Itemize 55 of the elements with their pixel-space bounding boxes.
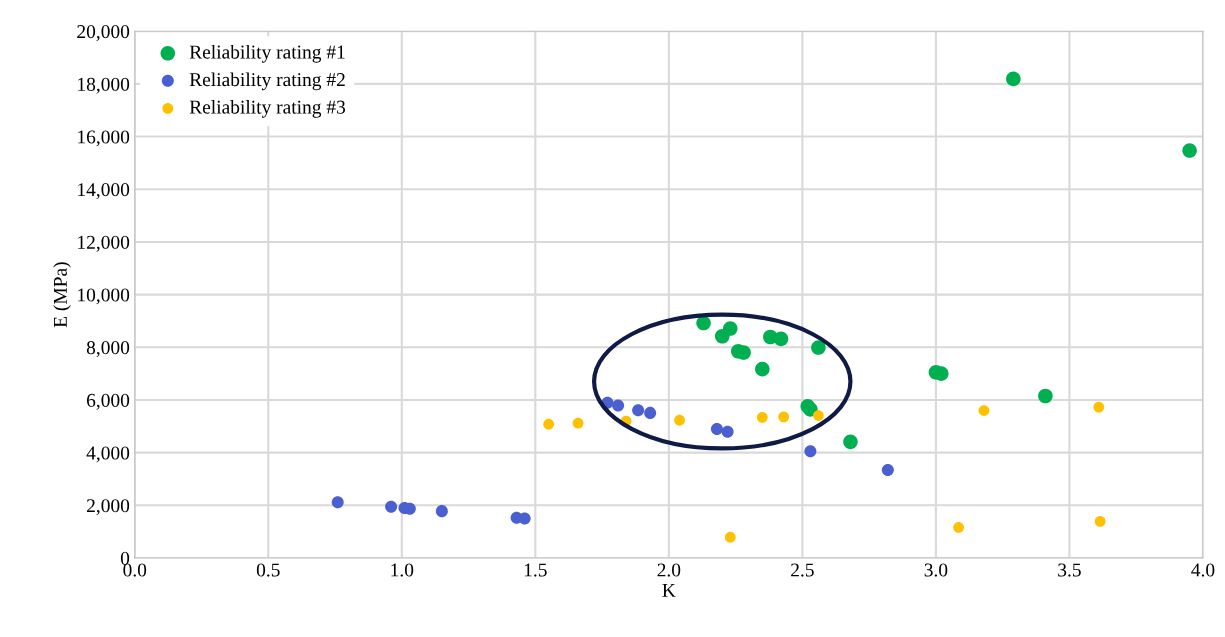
- point: [881, 464, 894, 477]
- point: [1038, 388, 1053, 404]
- point: [644, 406, 657, 419]
- point: [755, 361, 770, 377]
- point: [435, 505, 448, 518]
- point: [572, 417, 584, 429]
- point: [1094, 516, 1106, 527]
- legend-label: Reliability rating #2: [189, 72, 345, 91]
- y-tick-label: 2,000: [86, 499, 130, 516]
- y-tick-label: 20,000: [77, 25, 130, 41]
- y-tick-label: 14,000: [78, 183, 130, 199]
- point: [710, 422, 723, 435]
- y-tick-label: 8,000: [86, 341, 130, 358]
- x-tick-label: 2.0: [657, 563, 681, 577]
- point: [778, 411, 790, 423]
- point: [843, 434, 858, 450]
- y-axis-title: E (MPa): [53, 262, 71, 328]
- point: [813, 410, 824, 421]
- point: [953, 522, 964, 533]
- point: [1093, 401, 1105, 413]
- x-tick-label: 4.0: [1191, 563, 1215, 577]
- point: [674, 414, 685, 426]
- y-tick-label: 18,000: [78, 77, 130, 94]
- point: [721, 425, 734, 438]
- x-tick-label: 3.5: [1058, 563, 1081, 577]
- point: [385, 500, 398, 513]
- x-tick-label: 3.0: [924, 563, 948, 577]
- y-tick-label: 16,000: [78, 130, 130, 147]
- y-tick-label: 12,000: [78, 235, 130, 252]
- x-axis-title: K: [662, 584, 676, 597]
- x-tick-label: 0.0: [123, 563, 147, 577]
- x-tick-label: 0.5: [256, 563, 280, 577]
- x-tick-label: 1.5: [524, 563, 547, 577]
- point: [804, 445, 817, 458]
- point: [978, 405, 990, 416]
- point: [331, 496, 344, 509]
- point: [714, 328, 730, 344]
- point: [811, 340, 826, 355]
- y-tick-label: 10,000: [78, 288, 130, 305]
- point: [773, 331, 789, 347]
- point: [1006, 71, 1021, 87]
- point: [1182, 143, 1197, 158]
- legend-label: Reliability rating #3: [189, 100, 346, 118]
- legend-label: Reliability rating #1: [189, 44, 345, 63]
- point: [724, 531, 736, 543]
- point: [756, 411, 768, 423]
- x-tick-label: 1.0: [391, 563, 414, 577]
- y-tick-label: 0: [120, 551, 130, 565]
- point: [612, 399, 625, 412]
- y-tick-label: 4,000: [86, 446, 130, 463]
- y-tick-label: 6,000: [86, 393, 130, 410]
- point: [632, 404, 645, 417]
- point: [543, 418, 555, 430]
- x-tick-label: 2.5: [791, 563, 814, 577]
- point: [696, 315, 711, 331]
